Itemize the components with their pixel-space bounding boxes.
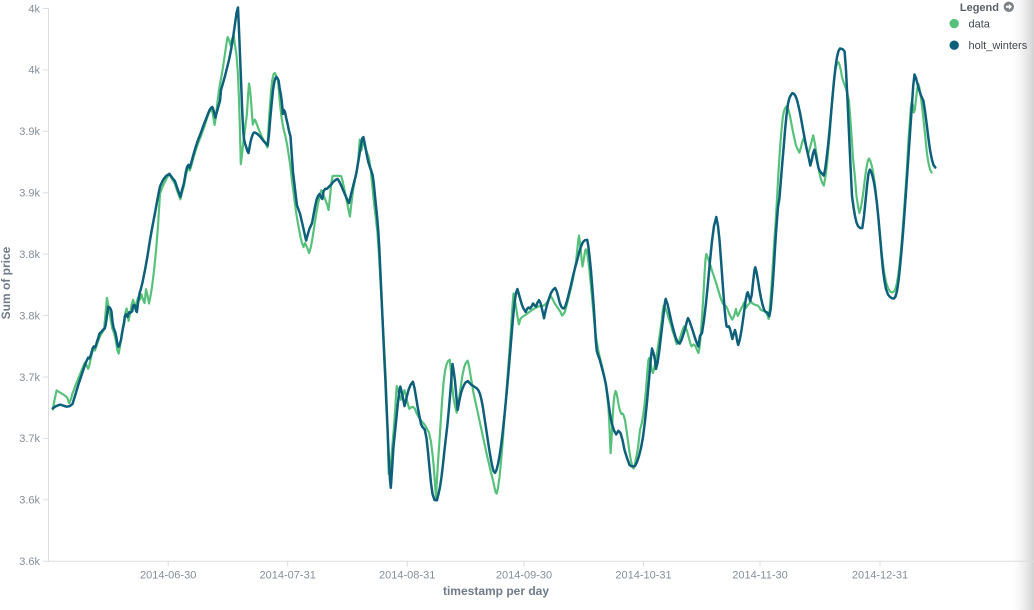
svg-text:2014-07-31: 2014-07-31 (260, 570, 316, 582)
svg-text:holt_winters: holt_winters (969, 40, 1028, 52)
svg-text:2014-10-31: 2014-10-31 (615, 570, 671, 582)
svg-text:3.6k: 3.6k (19, 556, 40, 568)
svg-text:4k: 4k (28, 3, 40, 15)
svg-text:2014-09-30: 2014-09-30 (496, 570, 552, 582)
svg-text:Legend: Legend (960, 2, 999, 14)
svg-text:3.7k: 3.7k (19, 372, 40, 384)
svg-text:3.9k: 3.9k (19, 188, 40, 200)
svg-text:2014-11-30: 2014-11-30 (732, 570, 787, 582)
svg-text:3.6k: 3.6k (19, 495, 40, 507)
svg-text:4k: 4k (28, 65, 40, 77)
svg-text:3.9k: 3.9k (19, 126, 40, 138)
svg-text:Sum of price: Sum of price (0, 246, 13, 319)
svg-text:3.7k: 3.7k (19, 433, 40, 445)
svg-text:3.8k: 3.8k (19, 249, 40, 261)
svg-text:2014-06-30: 2014-06-30 (140, 570, 196, 582)
svg-text:2014-08-31: 2014-08-31 (379, 570, 435, 582)
svg-text:2014-12-31: 2014-12-31 (852, 570, 908, 582)
svg-text:3.8k: 3.8k (19, 310, 40, 322)
svg-text:timestamp per day: timestamp per day (443, 584, 549, 598)
svg-text:data: data (969, 19, 991, 31)
